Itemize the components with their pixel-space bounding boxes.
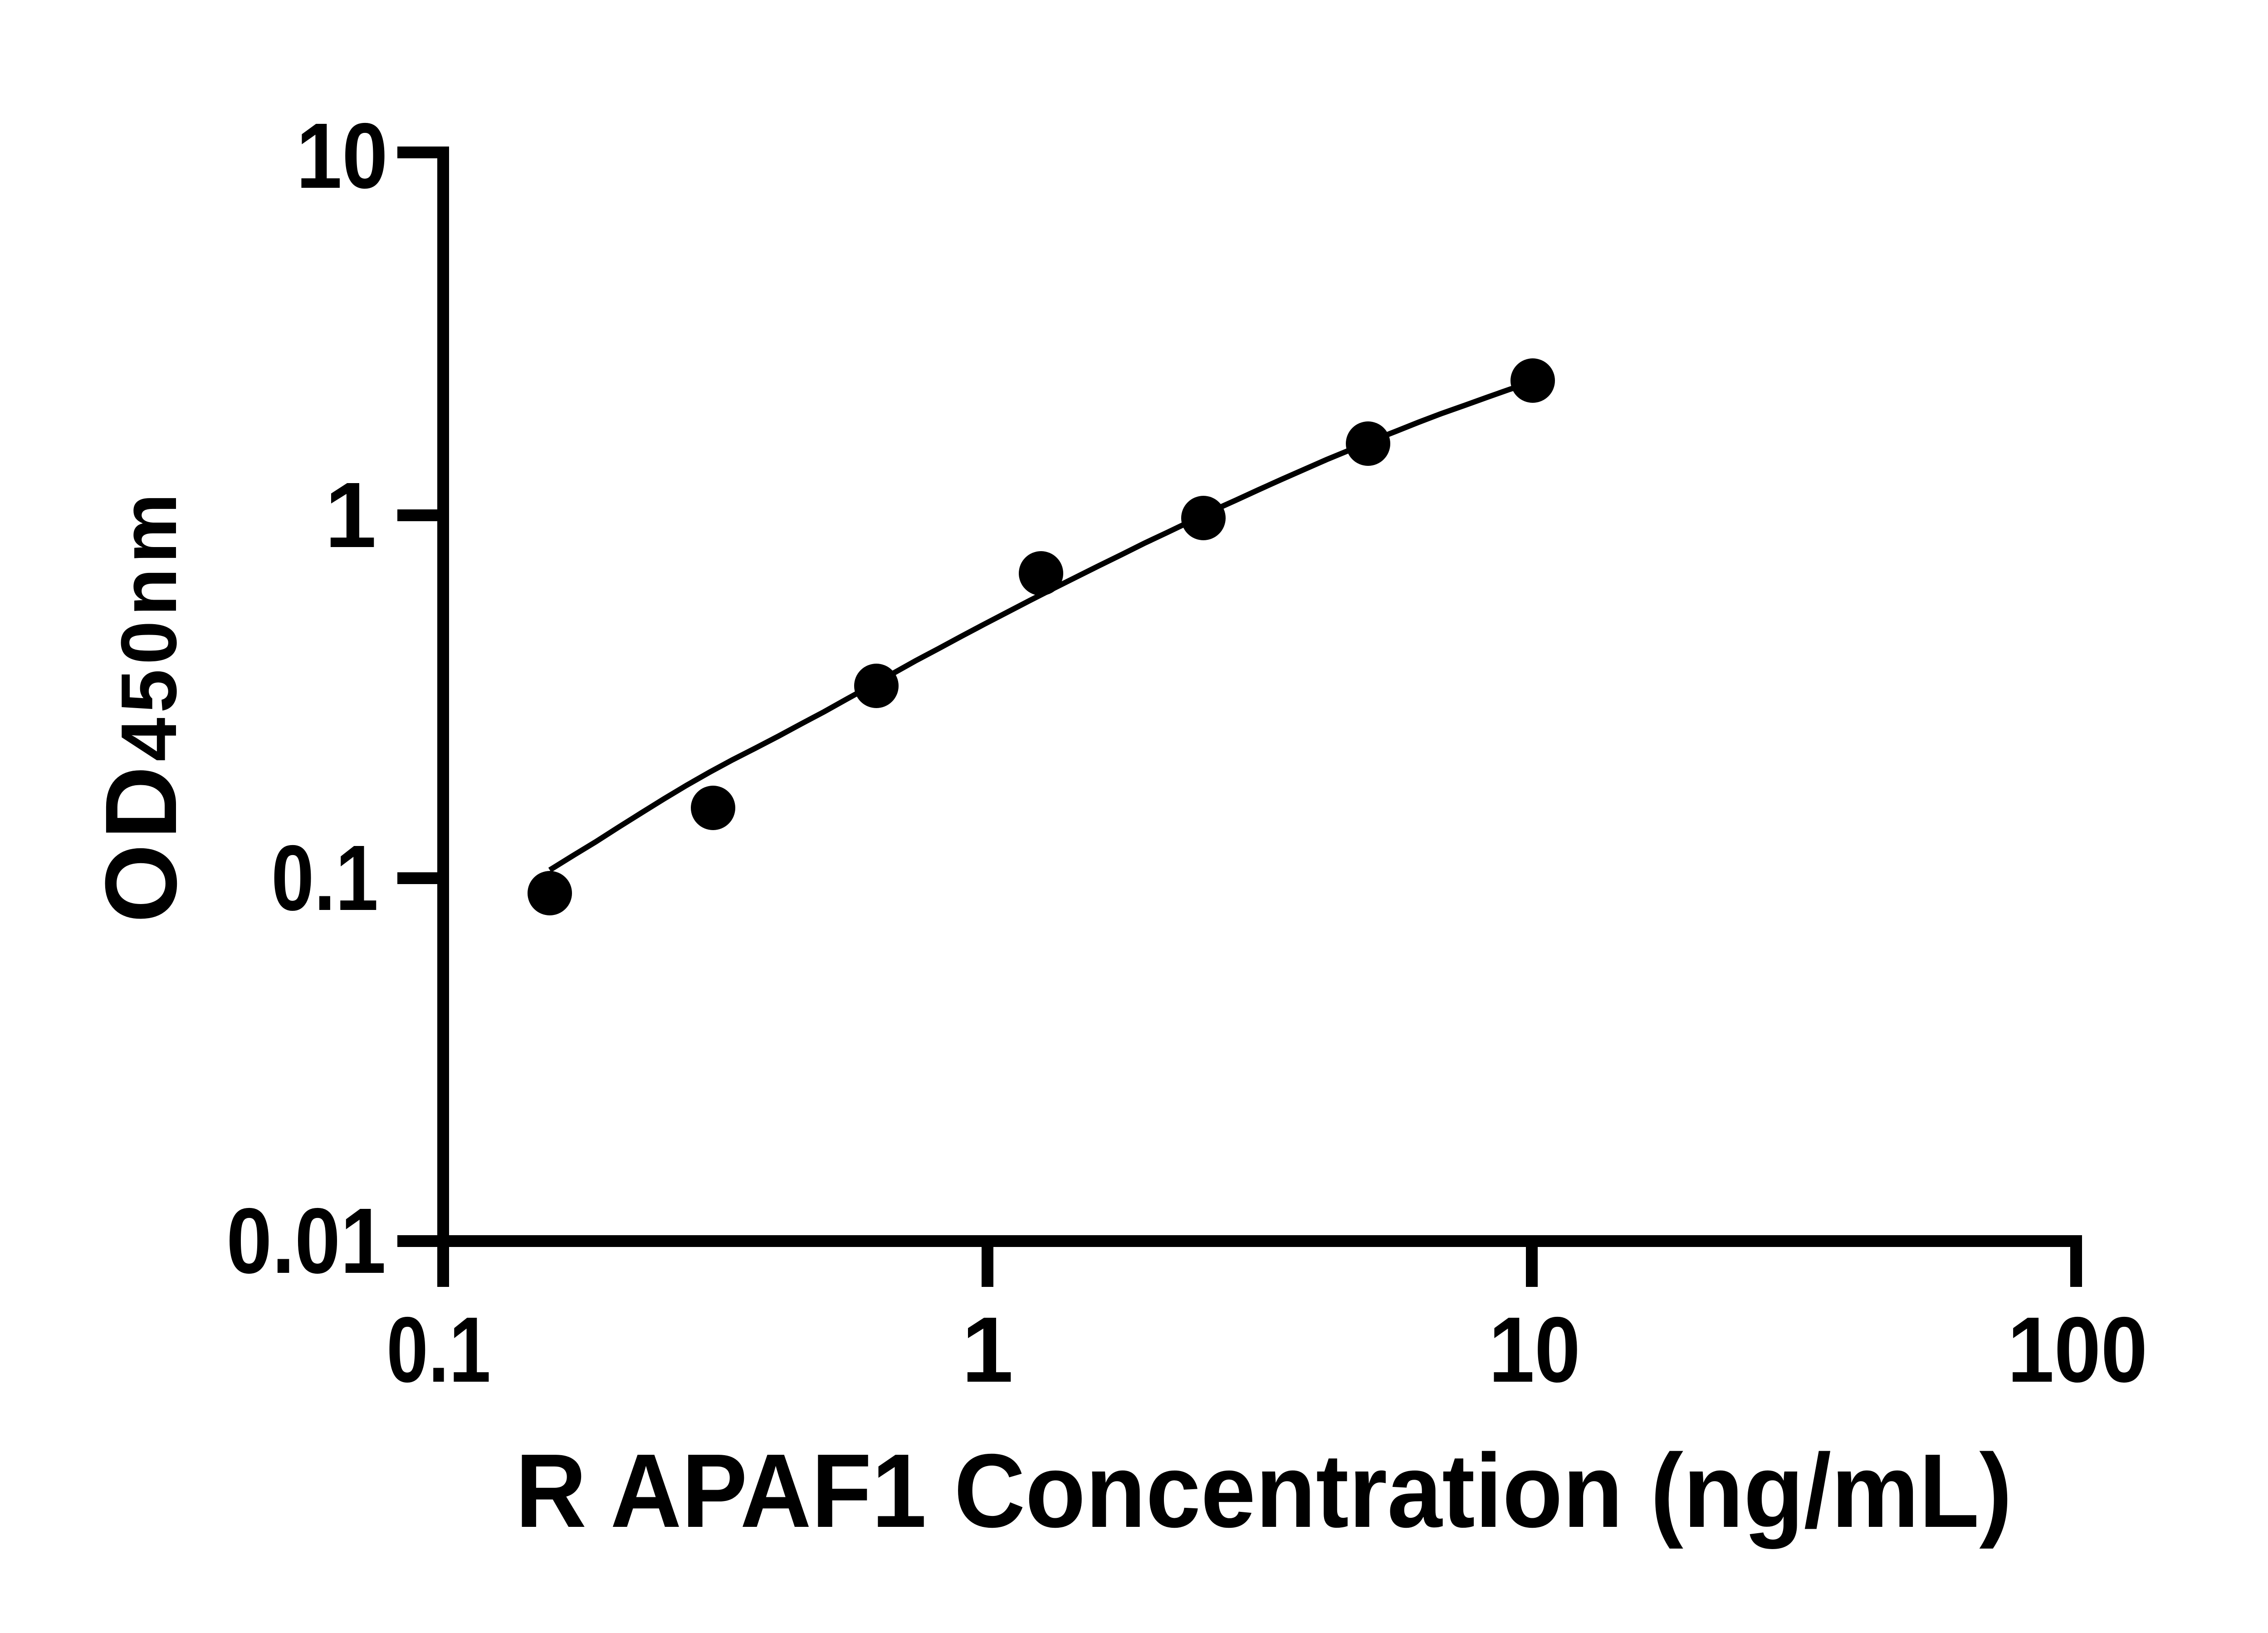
svg-text:R APAF1 Concentration (ng/mL): R APAF1 Concentration (ng/mL) <box>515 1432 2012 1549</box>
svg-text:10: 10 <box>1489 1298 1580 1402</box>
svg-text:1: 1 <box>325 463 376 567</box>
svg-text:100: 100 <box>2008 1298 2148 1402</box>
svg-text:0.1: 0.1 <box>386 1298 491 1402</box>
svg-text:1: 1 <box>962 1298 1013 1402</box>
svg-text:OD450nm: OD450nm <box>84 489 198 923</box>
svg-text:0.1: 0.1 <box>271 826 378 930</box>
svg-text:0.01: 0.01 <box>226 1189 386 1293</box>
svg-text:10: 10 <box>296 104 388 208</box>
